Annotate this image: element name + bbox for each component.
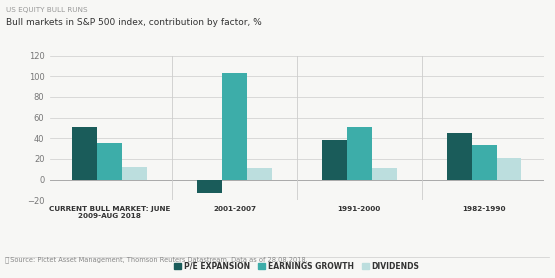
Bar [447,133,472,180]
Bar [72,127,97,180]
Text: Ⓢ: Ⓢ [4,256,9,263]
Bar [322,140,347,180]
Text: Bull markets in S&P 500 index, contribution by factor, %: Bull markets in S&P 500 index, contribut… [6,18,261,27]
Bar [247,168,272,180]
Bar [472,145,497,180]
Bar [222,73,247,180]
Bar [372,168,397,180]
Bar [497,158,522,180]
Bar [197,180,222,193]
Text: US EQUITY BULL RUNS: US EQUITY BULL RUNS [6,7,87,13]
Bar [347,127,372,180]
Bar [97,143,122,180]
Legend: P/E EXPANSION, EARNINGS GROWTH, DIVIDENDS: P/E EXPANSION, EARNINGS GROWTH, DIVIDEND… [171,259,422,274]
Text: Source: Pictet Asset Management, Thomson Reuters Datastream. Data as of 28.08.20: Source: Pictet Asset Management, Thomson… [6,257,307,263]
Bar [122,167,147,180]
